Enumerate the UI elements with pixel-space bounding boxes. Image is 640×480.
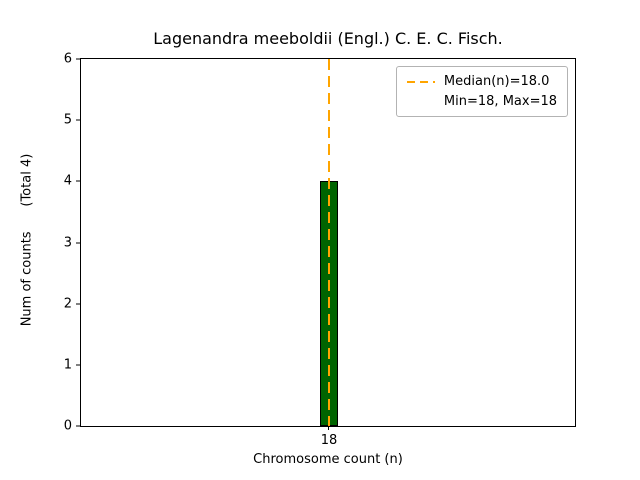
legend-symbol-none (407, 101, 435, 103)
y-tick-label: 0 (63, 418, 72, 434)
y-tick-label: 4 (63, 173, 72, 189)
y-tick-label: 3 (63, 235, 72, 250)
y-tick-mark (76, 119, 80, 121)
y-tick-mark (76, 180, 80, 182)
median-line (328, 59, 330, 426)
legend: Median(n)=18.0 Min=18, Max=18 (395, 66, 568, 117)
x-tick-mark (328, 426, 329, 430)
y-tick-mark (76, 425, 80, 427)
y-tick-label: 2 (63, 296, 72, 312)
y-axis-label: Num of counts (Total 4) (19, 153, 35, 327)
y-tick-mark (76, 242, 80, 243)
y-tick-label: 6 (63, 51, 72, 67)
legend-entry-minmax: Min=18, Max=18 (407, 94, 557, 109)
legend-label-median: Median(n)=18.0 (443, 74, 550, 89)
y-tick-label: 1 (63, 357, 72, 373)
x-tick-label: 18 (320, 433, 338, 448)
legend-entry-median: Median(n)=18.0 (406, 74, 557, 89)
plot-area: 0 1 2 3 4 5 6 Median(n)=18.0 Min=18, Max=18 18 (64, 52, 576, 448)
y-tick-mark (76, 58, 80, 60)
y-tick-mark (76, 303, 80, 305)
legend-label-minmax: Min=18, Max=18 (443, 94, 557, 109)
legend-symbol-dashed-line (406, 80, 435, 83)
y-tick-mark (76, 364, 80, 366)
x-axis-label: Chromosome count (n) (253, 452, 403, 467)
y-tick-label: 5 (63, 112, 72, 128)
chart-title: Lagenandra meeboldii (Engl.) C. E. C. Fi… (153, 29, 503, 48)
